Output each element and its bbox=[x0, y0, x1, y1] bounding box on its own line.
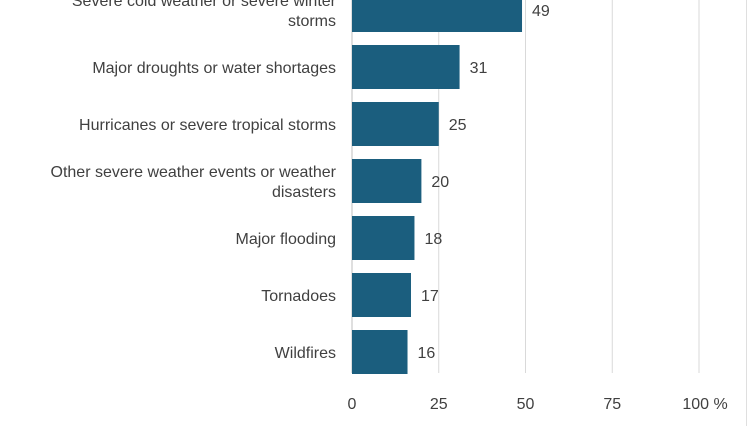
x-axis-ticks: 0 25 50 75 100 % bbox=[348, 396, 728, 413]
data-label: 18 bbox=[424, 231, 442, 248]
x-tick-label: 100 % bbox=[682, 396, 727, 413]
category-label: Tornadoes bbox=[261, 288, 336, 305]
category-label: Hurricanes or severe tropical storms bbox=[79, 117, 336, 134]
category-label: Major flooding bbox=[236, 231, 337, 248]
category-label: Severe cold weather or severe winter bbox=[72, 0, 337, 10]
bars bbox=[352, 0, 523, 374]
x-tick-label: 75 bbox=[603, 396, 621, 413]
x-tick-label: 50 bbox=[517, 396, 535, 413]
x-tick-label: 25 bbox=[430, 396, 448, 413]
data-label: 31 bbox=[470, 60, 488, 77]
category-label: Wildfires bbox=[275, 345, 336, 362]
data-label: 49 bbox=[532, 3, 550, 20]
data-label: 17 bbox=[421, 288, 439, 305]
bar bbox=[352, 0, 523, 32]
bar bbox=[352, 45, 460, 89]
bar bbox=[352, 330, 408, 374]
bar bbox=[352, 216, 415, 260]
category-label: storms bbox=[288, 13, 336, 30]
bar bbox=[352, 273, 411, 317]
category-labels: Severe cold weather or severe winter stor… bbox=[51, 0, 337, 362]
x-tick-label: 0 bbox=[348, 396, 357, 413]
value-labels: 49 31 25 20 18 17 16 bbox=[418, 3, 550, 362]
category-label: Major droughts or water shortages bbox=[92, 60, 336, 77]
bar bbox=[352, 159, 422, 203]
data-label: 25 bbox=[449, 117, 467, 134]
data-label: 20 bbox=[431, 174, 449, 191]
bar bbox=[352, 102, 439, 146]
category-label: Other severe weather events or weather bbox=[51, 164, 337, 181]
data-label: 16 bbox=[418, 345, 436, 362]
category-label: disasters bbox=[272, 184, 336, 201]
